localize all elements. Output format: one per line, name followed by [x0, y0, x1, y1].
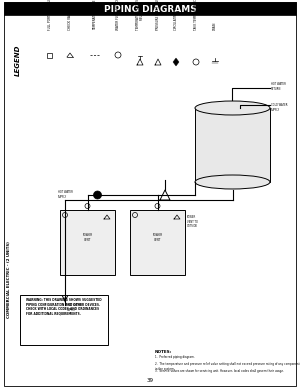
Text: COLD WATER
SUPPLY: COLD WATER SUPPLY	[271, 103, 287, 112]
Text: POWER
VENT: POWER VENT	[152, 233, 163, 242]
Text: LEGEND: LEGEND	[15, 44, 21, 76]
Text: DRAIN: DRAIN	[213, 22, 217, 30]
Text: TANK TEMPERATURE CONTROL: TANK TEMPERATURE CONTROL	[194, 0, 198, 30]
Bar	[20, 295, 108, 345]
Text: WATER FLOW SWITCH: WATER FLOW SWITCH	[116, 0, 120, 30]
Text: TEMPERATURE GAGE: TEMPERATURE GAGE	[93, 0, 97, 30]
Text: HOT WATER
SUPPLY: HOT WATER SUPPLY	[67, 303, 82, 312]
Text: TEMPERATURE & PRESSURE
RELIEF VALVE: TEMPERATURE & PRESSURE RELIEF VALVE	[136, 0, 144, 30]
Text: POWER
VENT: POWER VENT	[82, 233, 93, 242]
Text: FULL PORT BALL VALVE: FULL PORT BALL VALVE	[48, 0, 52, 30]
Text: HOT WATER
SUPPLY: HOT WATER SUPPLY	[58, 190, 73, 199]
Bar	[4, 2, 296, 15]
Polygon shape	[173, 58, 179, 66]
Text: POWER
VENT TO
OUTSIDE: POWER VENT TO OUTSIDE	[187, 215, 198, 228]
Text: PRESSURE RELIEF VALVE: PRESSURE RELIEF VALVE	[156, 0, 160, 30]
Text: 2.  The temperature and pressure relief valve setting shall not exceed pressure : 2. The temperature and pressure relief v…	[155, 362, 300, 371]
Ellipse shape	[195, 101, 270, 115]
Circle shape	[94, 191, 101, 199]
Text: PIPING DIAGRAMS: PIPING DIAGRAMS	[103, 5, 196, 14]
Text: 1.  Preferred piping diagram.: 1. Preferred piping diagram.	[155, 355, 195, 359]
Bar	[60, 210, 115, 275]
Bar	[47, 53, 52, 58]
Text: HOT WATER
RETURN: HOT WATER RETURN	[271, 82, 286, 91]
Text: 3.  Service valves are shown for servicing unit. However, local codes shall gove: 3. Service valves are shown for servicin…	[155, 369, 284, 373]
Text: NOTES:: NOTES:	[155, 350, 172, 354]
Text: CHECK VALVE: CHECK VALVE	[68, 10, 72, 30]
Bar	[195, 108, 270, 182]
Text: WARNING: THIS DRAWING SHOWS SUGGESTED
PIPING CONFIGURATION AND OTHER DEVICES.
CH: WARNING: THIS DRAWING SHOWS SUGGESTED PI…	[26, 298, 102, 316]
Text: COMMERCIAL ELECTRIC - (2 UNITS): COMMERCIAL ELECTRIC - (2 UNITS)	[7, 242, 11, 319]
Ellipse shape	[195, 175, 270, 189]
Text: 39: 39	[146, 379, 154, 383]
Text: CIRCULATING PUMP: CIRCULATING PUMP	[174, 3, 178, 30]
Bar	[130, 210, 185, 275]
